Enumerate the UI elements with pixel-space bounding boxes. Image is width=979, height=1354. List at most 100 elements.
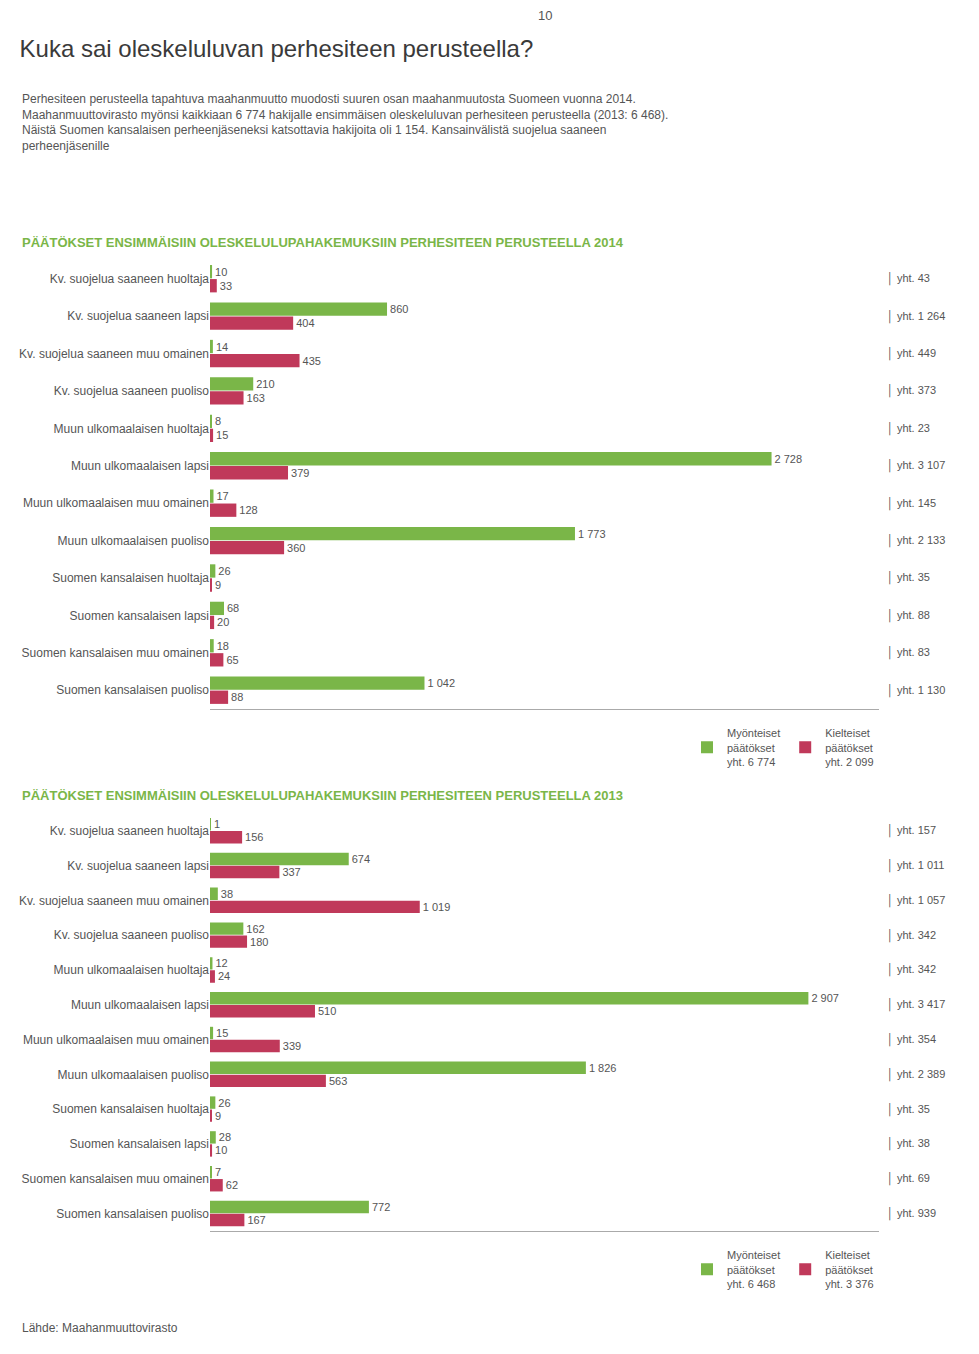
svg-text:360: 360 [287, 542, 305, 554]
svg-text:435: 435 [303, 355, 321, 367]
svg-text:563: 563 [329, 1075, 347, 1087]
svg-text:│ yht. 43: │ yht. 43 [887, 271, 930, 286]
svg-text:│ yht. 69: │ yht. 69 [887, 1171, 930, 1186]
svg-text:Muun ulkomaalaisen lapsi: Muun ulkomaalaisen lapsi [71, 998, 209, 1012]
svg-text:Kielteisetpäätöksetyht. 3 376: Kielteisetpäätöksetyht. 3 376 [825, 1249, 873, 1290]
svg-text:Muun ulkomaalaisen lapsi: Muun ulkomaalaisen lapsi [71, 459, 209, 473]
svg-text:68: 68 [227, 602, 239, 614]
svg-text:9: 9 [215, 579, 221, 591]
svg-text:Lähde: Maahanmuuttovirasto: Lähde: Maahanmuuttovirasto [22, 1321, 178, 1335]
svg-text:210: 210 [256, 378, 274, 390]
svg-text:│ yht. 83: │ yht. 83 [887, 645, 930, 660]
svg-text:8: 8 [215, 415, 221, 427]
svg-text:│ yht. 3 417: │ yht. 3 417 [887, 997, 945, 1012]
svg-text:│ yht. 2 133: │ yht. 2 133 [887, 533, 945, 548]
svg-text:│ yht. 88: │ yht. 88 [887, 608, 930, 623]
svg-text:│ yht. 2 389: │ yht. 2 389 [887, 1067, 945, 1082]
svg-text:860: 860 [390, 303, 408, 315]
svg-text:20: 20 [217, 616, 229, 628]
svg-text:18: 18 [217, 640, 229, 652]
svg-text:1 042: 1 042 [427, 677, 455, 689]
svg-text:Kielteisetpäätöksetyht. 2 099: Kielteisetpäätöksetyht. 2 099 [825, 727, 873, 768]
svg-text:│ yht. 157: │ yht. 157 [887, 823, 936, 838]
svg-text:2 907: 2 907 [811, 992, 839, 1004]
svg-text:│ yht. 342: │ yht. 342 [887, 962, 936, 977]
svg-text:Perhesiteen perusteella tapaht: Perhesiteen perusteella tapahtuva maahan… [22, 92, 668, 153]
svg-text:│ yht. 145: │ yht. 145 [887, 496, 936, 511]
svg-text:PÄÄTÖKSET ENSIMMÄISIIN OLESKEL: PÄÄTÖKSET ENSIMMÄISIIN OLESKELULUPAHAKEM… [22, 788, 623, 803]
svg-text:1: 1 [214, 818, 220, 830]
svg-text:Muun ulkomaalaisen huoltaja: Muun ulkomaalaisen huoltaja [54, 422, 210, 436]
svg-text:Muun ulkomaalaisen puoliso: Muun ulkomaalaisen puoliso [58, 534, 210, 548]
svg-text:38: 38 [221, 888, 233, 900]
svg-text:62: 62 [226, 1179, 238, 1191]
svg-text:510: 510 [318, 1005, 336, 1017]
svg-text:│ yht. 35: │ yht. 35 [887, 1102, 930, 1117]
svg-text:Kv. suojelua saaneen puoliso: Kv. suojelua saaneen puoliso [54, 928, 210, 942]
svg-text:1 019: 1 019 [423, 901, 451, 913]
svg-text:404: 404 [296, 317, 314, 329]
svg-text:674: 674 [352, 853, 370, 865]
svg-text:│ yht. 1 130: │ yht. 1 130 [887, 683, 945, 698]
svg-text:Kv. suojelua saaneen muu omain: Kv. suojelua saaneen muu omainen [19, 347, 209, 361]
svg-text:33: 33 [220, 280, 232, 292]
svg-text:│ yht. 373: │ yht. 373 [887, 383, 936, 398]
svg-text:Suomen kansalaisen muu omainen: Suomen kansalaisen muu omainen [22, 646, 209, 660]
svg-text:Muun ulkomaalaisen muu omainen: Muun ulkomaalaisen muu omainen [23, 1033, 209, 1047]
svg-text:163: 163 [247, 392, 265, 404]
svg-text:Kv. suojelua saaneen lapsi: Kv. suojelua saaneen lapsi [67, 309, 209, 323]
svg-text:337: 337 [282, 866, 300, 878]
svg-text:10: 10 [215, 266, 227, 278]
svg-text:│ yht. 354: │ yht. 354 [887, 1032, 936, 1047]
svg-text:│ yht. 342: │ yht. 342 [887, 928, 936, 943]
svg-text:│ yht. 38: │ yht. 38 [887, 1136, 930, 1151]
svg-text:167: 167 [247, 1214, 265, 1226]
svg-text:Suomen kansalaisen puoliso: Suomen kansalaisen puoliso [56, 1207, 209, 1221]
svg-text:7: 7 [215, 1166, 221, 1178]
svg-text:PÄÄTÖKSET ENSIMMÄISIIN OLESKEL: PÄÄTÖKSET ENSIMMÄISIIN OLESKELULUPAHAKEM… [22, 235, 624, 250]
svg-text:Muun ulkomaalaisen huoltaja: Muun ulkomaalaisen huoltaja [54, 963, 210, 977]
svg-text:Kv. suojelua saaneen huoltaja: Kv. suojelua saaneen huoltaja [50, 824, 210, 838]
svg-text:Kv. suojelua saaneen muu omain: Kv. suojelua saaneen muu omainen [19, 894, 209, 908]
svg-text:128: 128 [239, 504, 257, 516]
svg-text:162: 162 [246, 923, 264, 935]
svg-text:379: 379 [291, 467, 309, 479]
svg-text:│ yht. 23: │ yht. 23 [887, 421, 930, 436]
svg-text:│ yht. 939: │ yht. 939 [887, 1206, 936, 1221]
svg-text:10: 10 [215, 1144, 227, 1156]
svg-text:2 728: 2 728 [775, 453, 803, 465]
svg-text:10: 10 [538, 8, 552, 23]
svg-text:Suomen kansalaisen lapsi: Suomen kansalaisen lapsi [70, 609, 209, 623]
svg-text:Suomen kansalaisen huoltaja: Suomen kansalaisen huoltaja [52, 1102, 209, 1116]
svg-text:14: 14 [216, 341, 228, 353]
svg-text:156: 156 [245, 831, 263, 843]
svg-text:Suomen kansalaisen puoliso: Suomen kansalaisen puoliso [56, 683, 209, 697]
svg-text:26: 26 [218, 1097, 230, 1109]
svg-text:24: 24 [218, 970, 230, 982]
svg-text:15: 15 [216, 429, 228, 441]
svg-text:Suomen kansalaisen lapsi: Suomen kansalaisen lapsi [70, 1137, 209, 1151]
svg-text:772: 772 [372, 1201, 390, 1213]
svg-text:15: 15 [216, 1027, 228, 1039]
svg-text:28: 28 [219, 1131, 231, 1143]
svg-text:Suomen kansalaisen huoltaja: Suomen kansalaisen huoltaja [52, 571, 209, 585]
svg-text:180: 180 [250, 936, 268, 948]
svg-text:Myönteisetpäätöksetyht. 6 468: Myönteisetpäätöksetyht. 6 468 [727, 1249, 780, 1290]
svg-text:Muun ulkomaalaisen muu omainen: Muun ulkomaalaisen muu omainen [23, 496, 209, 510]
svg-text:1 773: 1 773 [578, 528, 606, 540]
svg-text:65: 65 [226, 654, 238, 666]
svg-text:│ yht. 449: │ yht. 449 [887, 346, 936, 361]
svg-text:Muun ulkomaalaisen puoliso: Muun ulkomaalaisen puoliso [58, 1068, 210, 1082]
svg-text:26: 26 [218, 565, 230, 577]
svg-text:Suomen kansalaisen muu omainen: Suomen kansalaisen muu omainen [22, 1172, 209, 1186]
svg-text:│ yht. 1 264: │ yht. 1 264 [887, 309, 945, 324]
svg-text:9: 9 [215, 1110, 221, 1122]
svg-text:Myönteisetpäätöksetyht. 6 774: Myönteisetpäätöksetyht. 6 774 [727, 727, 780, 768]
svg-text:│ yht. 35: │ yht. 35 [887, 570, 930, 585]
svg-text:│ yht. 1 057: │ yht. 1 057 [887, 893, 945, 908]
svg-text:│ yht. 3 107: │ yht. 3 107 [887, 458, 945, 473]
svg-text:Kv. suojelua saaneen huoltaja: Kv. suojelua saaneen huoltaja [50, 272, 210, 286]
svg-text:1 826: 1 826 [589, 1062, 617, 1074]
svg-text:17: 17 [217, 490, 229, 502]
svg-text:12: 12 [215, 957, 227, 969]
